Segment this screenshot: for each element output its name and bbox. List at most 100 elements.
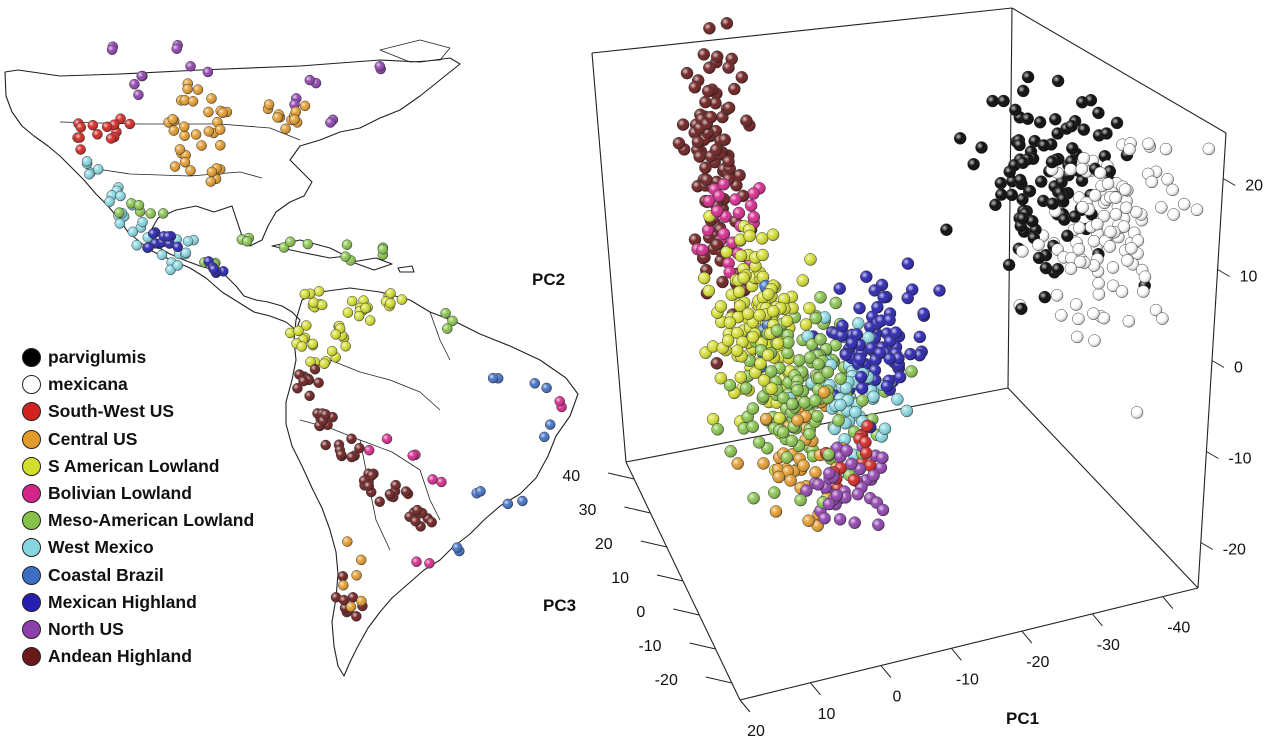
map-point-shading: [293, 325, 304, 336]
pca-point-shading: [855, 370, 868, 383]
pca-point-shading: [873, 347, 886, 360]
map-point-shading: [374, 496, 385, 507]
tick-mark: [739, 699, 751, 713]
map-point-shading: [307, 338, 318, 349]
legend-item: Andean Highland: [22, 643, 254, 670]
map-point-shading: [188, 96, 198, 107]
map-point-shading: [170, 161, 180, 172]
map-point-shading: [215, 124, 226, 135]
pca-point-shading: [720, 17, 733, 30]
map-point-shading: [84, 169, 95, 180]
pc2-tick-label: 20: [1245, 178, 1263, 195]
map-point-shading: [174, 144, 185, 155]
pca-point-shading: [1074, 255, 1087, 268]
map-point-shading: [298, 376, 309, 387]
map-point-shading: [114, 218, 125, 229]
pca-point-shading: [1045, 156, 1058, 169]
map-point-shading: [168, 125, 179, 136]
box-top-back-edge: [591, 7, 1013, 54]
pca-point-shading: [784, 474, 797, 487]
pc2-tick-label: 10: [1240, 269, 1258, 286]
pca-point-shading: [1092, 288, 1105, 301]
pc3-tick-label: -20: [655, 672, 678, 689]
map-point-shading: [351, 611, 362, 622]
pca-point-shading: [800, 318, 812, 331]
pca-point-shading: [1160, 143, 1172, 156]
pca-point-shading: [1017, 84, 1030, 97]
map-point-shading: [340, 251, 351, 262]
map-point-shading: [367, 470, 377, 481]
pca-point-shading: [836, 319, 849, 332]
pca-point-shading: [733, 285, 746, 298]
map-point-shading: [338, 580, 349, 591]
map-point-shading: [541, 382, 552, 393]
pca-point-shading: [781, 347, 794, 359]
map-point-shading: [93, 164, 104, 175]
pca-point-shading: [803, 428, 816, 441]
pc3-axis-title: PC3: [543, 596, 577, 615]
pca-point-shading: [1071, 330, 1084, 343]
map-point-shading: [354, 443, 365, 454]
map-point-shading: [319, 358, 330, 369]
pca-point-shading: [864, 459, 877, 472]
pca-point-shading: [770, 324, 783, 337]
map-point-shading: [92, 129, 103, 140]
pca-point-shading: [1088, 259, 1100, 272]
pca-point-shading: [1122, 315, 1135, 328]
pca-point-shading: [723, 316, 736, 329]
pca-point-shading: [1145, 175, 1158, 188]
box-bottom-front-edge: [739, 587, 1199, 701]
pca-point-shading: [1100, 127, 1113, 140]
map-point-shading: [356, 554, 367, 565]
pca-point-shading: [1070, 298, 1083, 311]
map-point-shading: [172, 241, 183, 252]
pca-point-shading: [917, 307, 930, 320]
map-point-shading: [87, 120, 98, 131]
map-point-shading: [351, 570, 362, 581]
pca-point-shading: [986, 95, 999, 107]
pca-point-shading: [757, 457, 770, 470]
map-point-shading: [292, 383, 303, 394]
map-point-shading: [131, 240, 142, 251]
map-point-shading: [346, 452, 357, 463]
legend-label: Central US: [48, 428, 138, 449]
pc2-tick-label: -20: [1223, 542, 1246, 559]
map-point-shading: [339, 595, 349, 606]
map-point-shading: [436, 477, 447, 487]
pc1-tick-label: -30: [1097, 637, 1120, 654]
pca-point-shading: [856, 382, 869, 395]
legend-swatch: [22, 538, 41, 558]
pca-point-shading: [765, 382, 778, 395]
pca-point-shading: [1131, 406, 1143, 419]
pc3-tick-label: 40: [562, 468, 580, 485]
tick-mark: [608, 472, 635, 480]
pca-point-shading: [879, 422, 891, 435]
legend-swatch: [22, 348, 41, 368]
pca-point-shading: [859, 436, 872, 449]
pca-point-shading: [1023, 185, 1036, 198]
map-point-shading: [363, 481, 374, 492]
pca-point-shading: [840, 444, 853, 457]
pca-point-shading: [781, 315, 793, 328]
legend-swatch: [22, 484, 41, 504]
pca-point-shading: [710, 357, 723, 370]
pc1-tick-label: 10: [818, 706, 836, 723]
pca-point-shading: [677, 118, 690, 131]
map-point-shading: [301, 320, 312, 331]
pca-point-shading: [714, 300, 727, 313]
map-point-shading: [180, 157, 190, 168]
pca-point-shading: [832, 414, 845, 427]
pca-point-shading: [688, 81, 701, 94]
pca-point-shading: [1139, 270, 1151, 283]
pca-point-shading: [1130, 206, 1143, 219]
legend-label: West Mexico: [48, 537, 154, 558]
pca-point-shading: [1097, 312, 1110, 325]
pca-point-shading: [818, 512, 831, 525]
map-sample-points: [72, 39, 567, 622]
map-point-shading: [127, 226, 138, 237]
map-point-shading: [545, 419, 556, 430]
legend-item: Mexican Highland: [22, 589, 254, 616]
pca-point-shading: [1091, 218, 1104, 231]
map-point-shading: [427, 474, 438, 485]
pca-point-shading: [940, 223, 953, 236]
